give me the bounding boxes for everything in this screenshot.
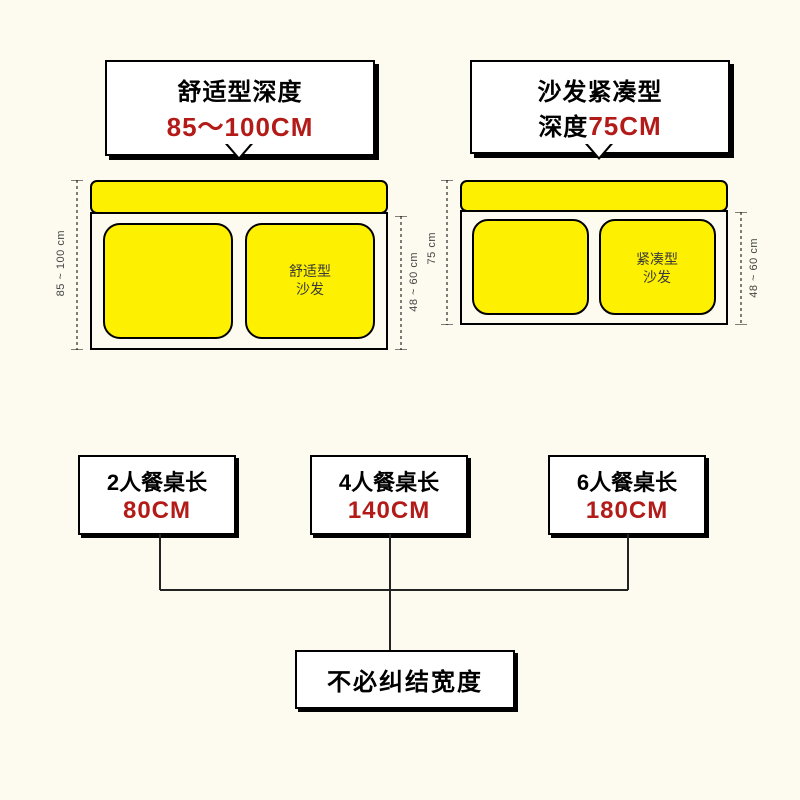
final-note: 不必纠结宽度 [295,650,515,709]
